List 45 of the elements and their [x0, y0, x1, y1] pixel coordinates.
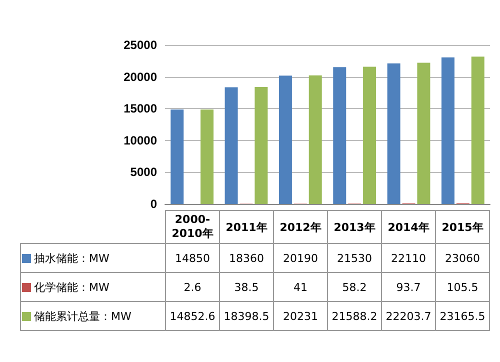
legend-label: 储能累计总量：MW: [20, 302, 166, 330]
data-label: 2.6: [166, 272, 220, 302]
bar: [333, 67, 346, 204]
data-label: 23165.5: [436, 302, 490, 330]
data-label: 20231: [274, 302, 328, 330]
legend-label: 化学储能：MW: [20, 272, 166, 302]
bar: [387, 63, 400, 204]
data-label: 14850: [166, 244, 220, 272]
data-label: 41: [274, 272, 328, 302]
data-label: 21530: [328, 244, 382, 272]
data-label: 93.7: [382, 272, 436, 302]
y-tick-label: 10000: [124, 133, 158, 148]
x-tick-label: 2014年: [382, 210, 436, 244]
legend-label: 抽水储能：MW: [20, 244, 166, 272]
y-tick-label: 20000: [124, 70, 158, 84]
data-label: 18360: [220, 244, 274, 272]
data-label: 20190: [274, 244, 328, 272]
y-tick-label: 5000: [130, 165, 158, 180]
data-label: 58.2: [328, 272, 382, 302]
data-label: 14852.6: [166, 302, 220, 330]
data-label: 38.5: [220, 272, 274, 302]
x-tick-label: 2000-2010年: [166, 210, 220, 244]
bar: [278, 76, 292, 204]
data-label: 22110: [382, 244, 436, 272]
y-tick-label: 0: [150, 197, 158, 211]
x-tick-label: 2015年: [436, 210, 490, 244]
x-tick-label: 2013年: [328, 210, 382, 244]
x-tick-label: 2012年: [274, 210, 328, 244]
bar: [224, 87, 238, 204]
bar: [200, 110, 214, 204]
bar: [417, 62, 430, 204]
data-label: 23060: [436, 244, 490, 272]
data-label: 21588.2: [328, 302, 382, 330]
y-tick-label: 15000: [124, 102, 158, 116]
y-tick-label: 25000: [124, 38, 158, 52]
bar: [441, 57, 454, 204]
data-label: 18398.5: [220, 302, 274, 330]
bar: [363, 66, 376, 204]
data-label: 105.5: [436, 272, 490, 302]
bar: [308, 75, 322, 204]
bar: [471, 56, 484, 204]
data-label: 22203.7: [382, 302, 436, 330]
bar: [254, 86, 268, 204]
x-tick-label: 2011年: [220, 210, 274, 244]
bar: [170, 110, 184, 204]
